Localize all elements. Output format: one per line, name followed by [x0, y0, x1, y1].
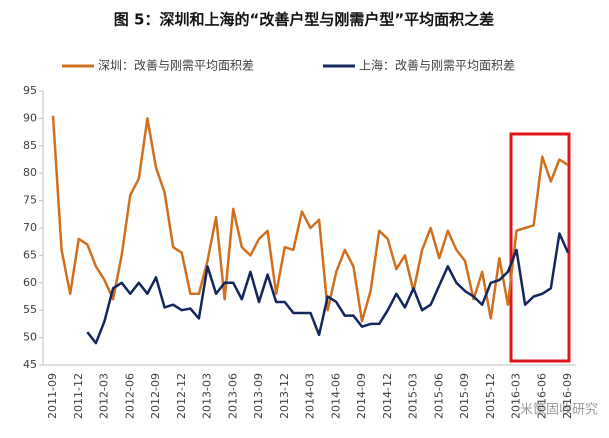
- y-tick-label: 90: [23, 111, 37, 124]
- y-tick-label: 65: [23, 248, 37, 261]
- highlight-box: [509, 132, 571, 363]
- x-tick-label: 2015-03: [407, 373, 420, 419]
- y-tick-label: 60: [23, 276, 37, 289]
- x-tick-label: 2015-09: [458, 373, 471, 419]
- x-tick-label: 2015-12: [484, 373, 497, 419]
- y-tick-label: 55: [23, 303, 37, 316]
- x-tick-label: 2012-12: [175, 373, 188, 419]
- series-line: [51, 115, 569, 323]
- x-tick-label: 2014-06: [329, 373, 342, 419]
- y-tick-label: 75: [23, 194, 37, 207]
- watermark: 米筐固收研究: [520, 402, 598, 418]
- x-tick-label: 2012-06: [123, 373, 136, 419]
- legend-label: 上海：改善与刚需平均面积差: [359, 58, 515, 73]
- x-tick-label: 2014-12: [381, 373, 394, 419]
- x-tick-label: 2012-09: [149, 373, 162, 419]
- x-tick-label: 2011-09: [46, 373, 59, 419]
- y-tick-label: 50: [23, 331, 37, 344]
- y-tick-label: 80: [23, 166, 37, 179]
- x-tick-label: 2015-06: [432, 373, 445, 419]
- x-tick-label: 2013-06: [226, 373, 239, 419]
- x-tick-label: 2016-06: [535, 373, 548, 419]
- y-tick-label: 95: [23, 84, 37, 97]
- y-tick-label: 85: [23, 139, 37, 152]
- x-tick-label: 2016-03: [510, 373, 523, 419]
- x-tick-label: 2013-03: [201, 373, 214, 419]
- x-tick-label: 2013-09: [252, 373, 265, 419]
- chart-title: 图 5：深圳和上海的“改善户型与刚需户型”平均面积之差: [114, 11, 494, 29]
- y-tick-label: 70: [23, 221, 37, 234]
- series-line: [86, 232, 570, 345]
- y-tick-label: 45: [23, 358, 37, 371]
- legend-label: 深圳：改善与刚需平均面积差: [98, 58, 254, 73]
- x-tick-label: 2013-12: [278, 373, 291, 419]
- x-tick-label: 2016-09: [561, 373, 574, 419]
- x-tick-label: 2014-03: [304, 373, 317, 419]
- x-tick-label: 2014-09: [355, 373, 368, 419]
- x-tick-label: 2012-03: [98, 373, 111, 419]
- x-tick-label: 2011-12: [72, 373, 85, 419]
